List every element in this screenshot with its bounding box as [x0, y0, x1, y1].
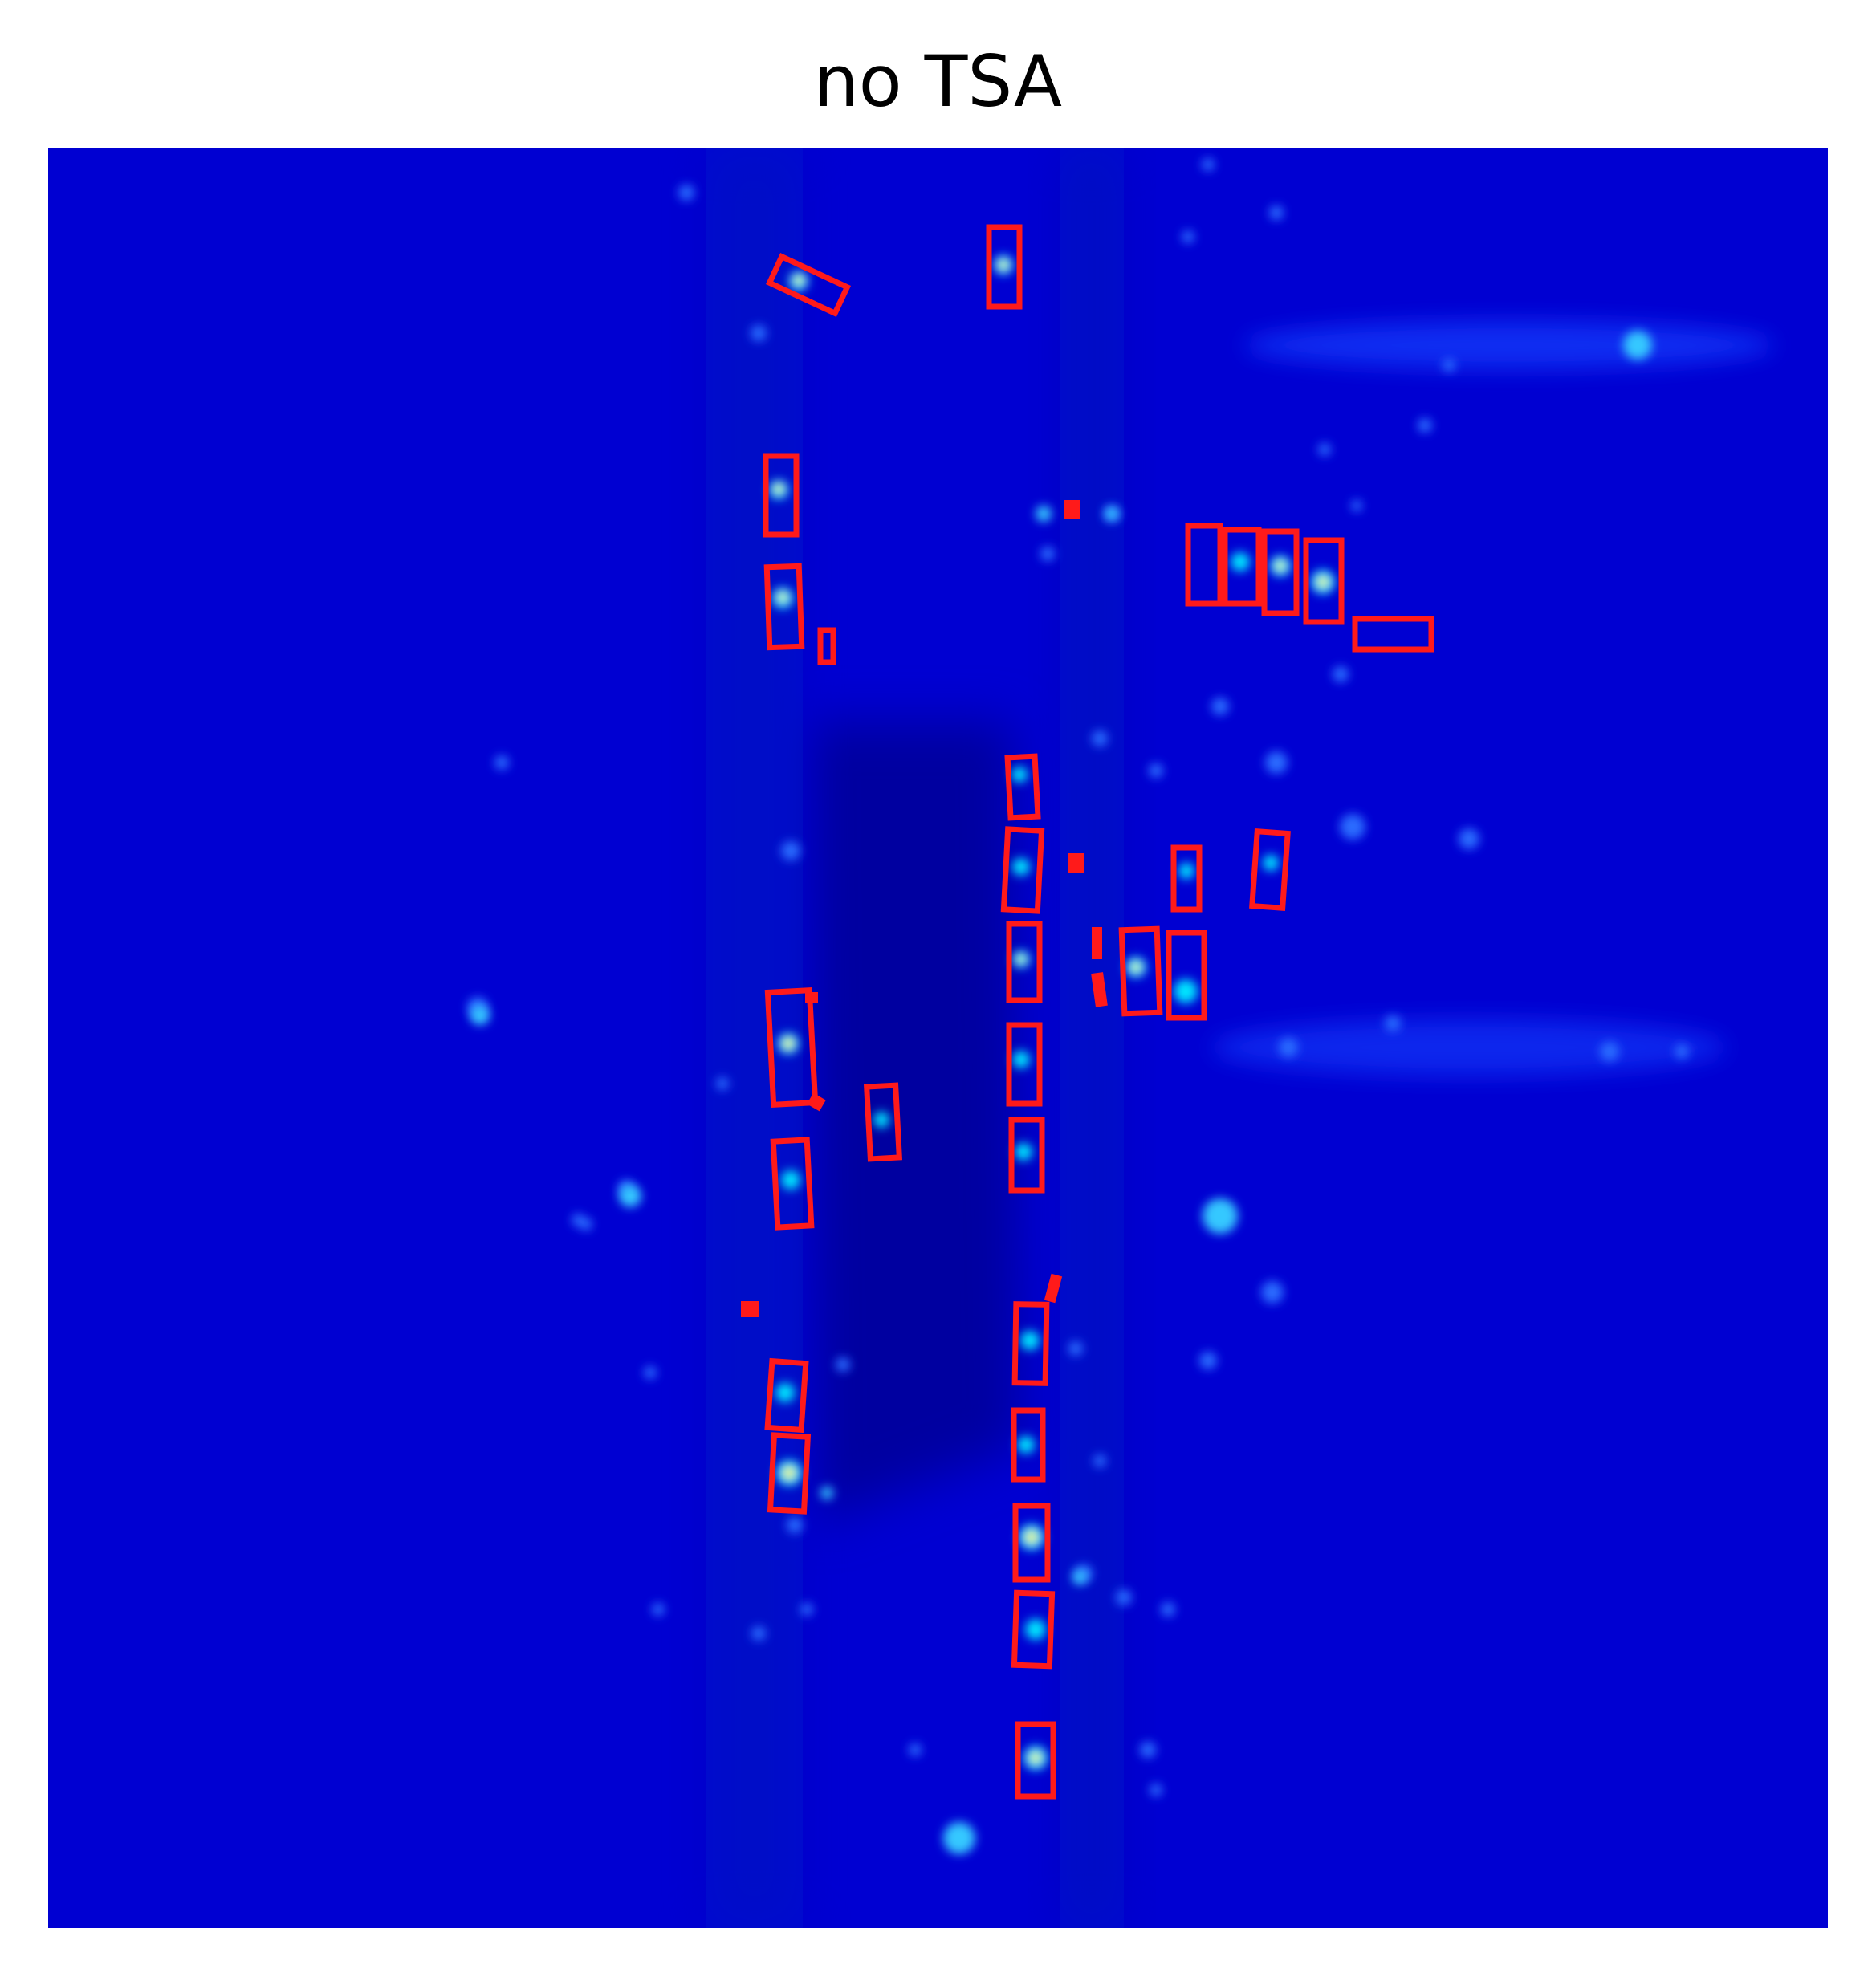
- detection-box: [1222, 527, 1262, 607]
- detection-box: [765, 253, 852, 317]
- detection-box: [1170, 844, 1203, 913]
- cyan-blobs: [470, 331, 1652, 1854]
- detection-box: [763, 563, 805, 651]
- small-detection: [805, 992, 818, 1003]
- bright-band-right: [1212, 1019, 1726, 1076]
- detection-box: [1012, 1503, 1051, 1583]
- detection-box: [863, 1082, 903, 1162]
- small-detection: [741, 1301, 759, 1317]
- detection-box: [1008, 1117, 1045, 1194]
- small-detection: [807, 1092, 826, 1112]
- detection-boxes: [763, 224, 1434, 1800]
- small-detection: [1068, 853, 1084, 873]
- detection-box: [1000, 826, 1045, 914]
- figure-title: no TSA: [813, 40, 1063, 123]
- hot-spots: [769, 255, 1335, 1770]
- detection-box: [767, 1432, 812, 1515]
- detection-box: [764, 1357, 809, 1434]
- small-detection: [1064, 500, 1080, 519]
- detection-box: [1006, 921, 1043, 1003]
- detection-box: [1004, 753, 1041, 821]
- detection-box: [1303, 537, 1345, 625]
- detection-box: [817, 627, 836, 665]
- heatmap-area: [48, 148, 1828, 1928]
- detection-box: [763, 453, 800, 538]
- detection-box: [764, 987, 819, 1108]
- noise-blobs: [467, 158, 1689, 1796]
- small-detection: [1044, 1273, 1063, 1304]
- detection-box: [1118, 925, 1163, 1017]
- detection-box: [1011, 1301, 1050, 1386]
- detection-box: [1166, 930, 1207, 1021]
- detection-box: [1015, 1721, 1056, 1800]
- detection-box: [1011, 1407, 1046, 1483]
- small-detection: [1091, 972, 1108, 1007]
- detection-box: [1011, 1589, 1056, 1670]
- detection-box: [770, 1137, 815, 1231]
- small-detection: [1092, 927, 1102, 959]
- detection-box: [1352, 616, 1434, 653]
- detection-box: [1185, 523, 1223, 607]
- dark-road-region: [803, 722, 1019, 1525]
- bright-band-top: [1244, 321, 1774, 369]
- small-detections: [741, 500, 1108, 1317]
- detection-box: [986, 224, 1023, 310]
- road-edge-right: [1060, 148, 1124, 1928]
- detection-box: [1249, 828, 1291, 911]
- detection-box: [1261, 528, 1300, 616]
- detection-box: [1006, 1022, 1043, 1107]
